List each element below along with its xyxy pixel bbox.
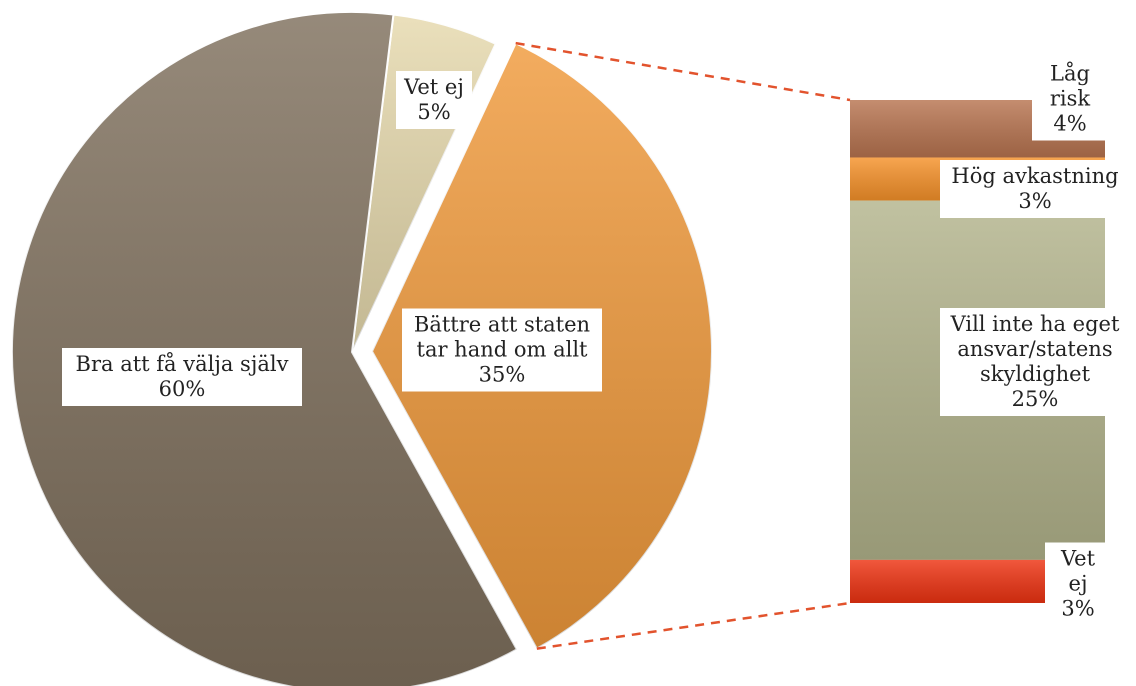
label-text: 3% (1018, 189, 1052, 213)
label-text: 25% (1011, 387, 1059, 411)
bar-label: Hög avkastning 3% (940, 160, 1130, 218)
pie-label: Vet ej 5% (396, 71, 472, 129)
label-text: Vill inte ha eget ansvar/statens skyldig… (950, 312, 1120, 386)
label-text: Låg risk (1049, 61, 1091, 111)
bar-label: Vet ej 3% (1045, 542, 1111, 626)
bar-label: Vill inte ha eget ansvar/statens skyldig… (940, 308, 1130, 416)
label-text: 60% (158, 377, 206, 401)
connector (515, 41, 851, 102)
pie-label: Bra att få välja själv 60% (62, 348, 302, 406)
pie-label: Bättre att staten tar hand om allt 35% (402, 308, 602, 392)
label-text: 35% (478, 362, 526, 387)
label-text: 3% (1061, 596, 1095, 621)
label-text: 5% (417, 100, 451, 124)
label-text: Vet ej (1060, 546, 1096, 596)
label-text: Bra att få välja själv (75, 352, 289, 376)
label-text: 4% (1053, 111, 1087, 136)
label-text: Vet ej (404, 75, 464, 99)
label-text: Hög avkastning (951, 164, 1119, 188)
bar-label: Låg risk 4% (1032, 57, 1108, 141)
label-text: Bättre att staten tar hand om allt (413, 312, 591, 362)
connector (536, 601, 851, 650)
